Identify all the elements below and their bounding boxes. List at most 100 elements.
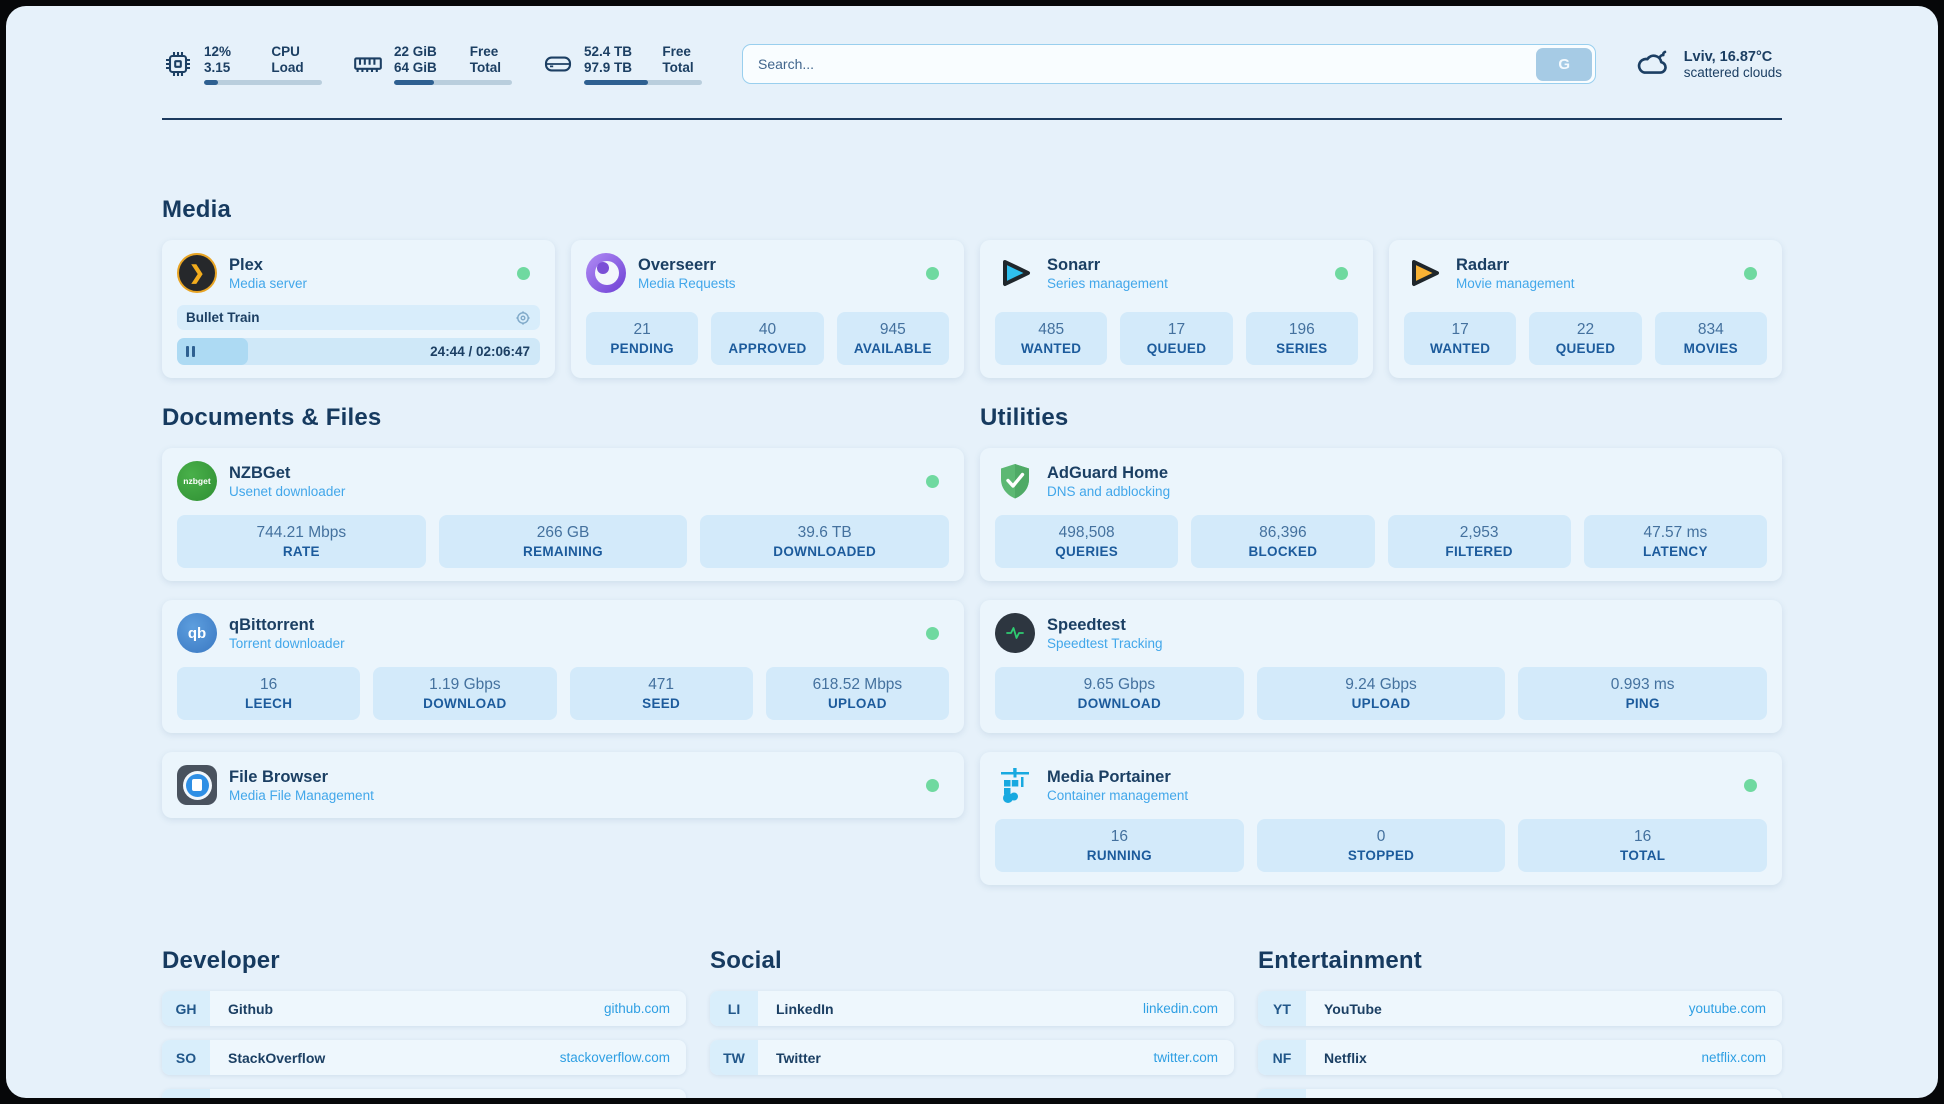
stat-box: 498,508 QUERIES bbox=[995, 515, 1179, 568]
stat-box: 17 QUEUED bbox=[1120, 312, 1233, 365]
radarr-icon bbox=[1404, 253, 1444, 293]
section-title-utilities: Utilities bbox=[980, 404, 1069, 431]
search-container: G bbox=[742, 44, 1596, 84]
bookmark-reddit[interactable]: RE Reddit reddit.com bbox=[1258, 1089, 1782, 1098]
app-card-radarr[interactable]: Radarr Movie management 17 WANTED 22 QUEUE… bbox=[1389, 240, 1782, 378]
header-divider bbox=[162, 118, 1782, 120]
section-title-social: Social bbox=[710, 947, 782, 974]
weather-condition: scattered clouds bbox=[1683, 64, 1782, 80]
stat-box: 2,953 FILTERED bbox=[1387, 515, 1571, 568]
app-title: Sonarr bbox=[1047, 255, 1101, 274]
bookmark-stackoverflow[interactable]: SO StackOverflow stackoverflow.com bbox=[162, 1040, 686, 1075]
search-engine-button[interactable]: G bbox=[1536, 47, 1593, 81]
cpu-value-percent: 12% bbox=[204, 43, 232, 59]
stat-box: 47.57 ms LATENCY bbox=[1583, 515, 1767, 568]
memory-value-free: 22 GiB bbox=[394, 43, 437, 59]
app-card-portainer[interactable]: Media Portainer Container management 16 R… bbox=[980, 752, 1782, 885]
sonarr-icon bbox=[995, 253, 1035, 293]
status-badge-online bbox=[926, 474, 939, 488]
stat-box: 17 WANTED bbox=[1404, 312, 1517, 365]
speedtest-icon bbox=[995, 613, 1035, 653]
bookmark-youtube[interactable]: YT YouTube youtube.com bbox=[1258, 991, 1782, 1026]
bookmark-url: twitter.com bbox=[1153, 1050, 1218, 1065]
app-title: Media Portainer bbox=[1047, 767, 1171, 786]
memory-widget: 22 GiB Free 64 GiB Total bbox=[352, 44, 512, 85]
bookmark-abbr: YT bbox=[1258, 991, 1306, 1026]
section-title-media: Media bbox=[162, 196, 232, 223]
app-card-plex[interactable]: ❯ Plex Media server Bullet Train bbox=[162, 240, 555, 378]
playback-time: 24:44 / 02:06:47 bbox=[430, 344, 530, 359]
bookmark-name: YouTube bbox=[1324, 1000, 1382, 1017]
search-input[interactable] bbox=[742, 44, 1596, 84]
app-subtitle: Movie management bbox=[1456, 275, 1575, 291]
pause-icon bbox=[186, 346, 189, 357]
app-subtitle: Usenet downloader bbox=[229, 483, 346, 499]
stat-box: 39.6 TB DOWNLOADED bbox=[700, 515, 950, 568]
bookmark-abbr: SO bbox=[162, 1040, 210, 1075]
top-bar: 12% CPU 3.15 Load bbox=[162, 36, 1782, 92]
disk-widget: 52.4 TB Free 97.9 TB Total bbox=[542, 44, 702, 85]
stat-box: 1.19 Gbps DOWNLOAD bbox=[373, 667, 557, 720]
app-subtitle: DNS and adblocking bbox=[1047, 483, 1171, 499]
playback-progress bbox=[177, 338, 248, 365]
disk-label-bottom: Total bbox=[662, 59, 694, 75]
cpu-widget: 12% CPU 3.15 Load bbox=[162, 44, 322, 85]
status-badge-online bbox=[926, 626, 939, 640]
app-title: Radarr bbox=[1456, 255, 1510, 274]
now-playing-title: Bullet Train bbox=[186, 310, 260, 325]
app-card-sonarr[interactable]: Sonarr Series management 485 WANTED 17 QUE… bbox=[980, 240, 1373, 378]
memory-value-total: 64 GiB bbox=[394, 59, 437, 75]
status-badge-online bbox=[1335, 266, 1348, 280]
stat-box: 618.52 Mbps UPLOAD bbox=[765, 667, 949, 720]
bookmark-url: linkedin.com bbox=[1142, 1001, 1218, 1016]
cloud-icon bbox=[1634, 45, 1672, 83]
overseerr-icon bbox=[586, 253, 626, 293]
app-card-qbittorrent[interactable]: qb qBittorrent Torrent downloader 16 LEEC… bbox=[162, 600, 964, 733]
section-title-documents: Documents & Files bbox=[162, 404, 382, 431]
stat-box: 16 TOTAL bbox=[1518, 819, 1768, 872]
stat-box: 16 LEECH bbox=[177, 667, 361, 720]
bookmark-url: stackoverflow.com bbox=[559, 1050, 670, 1065]
cpu-value-load: 3.15 bbox=[204, 59, 231, 75]
stat-box: 9.24 Gbps UPLOAD bbox=[1256, 667, 1506, 720]
section-title-developer: Developer bbox=[162, 947, 280, 974]
cpu-icon bbox=[162, 48, 194, 80]
stat-box: 744.21 Mbps RATE bbox=[177, 515, 426, 568]
stat-box: 485 WANTED bbox=[995, 312, 1108, 365]
bookmark-netflix[interactable]: NF Netflix netflix.com bbox=[1258, 1040, 1782, 1075]
app-card-speedtest[interactable]: Speedtest Speedtest Tracking 9.65 Gbps DO… bbox=[980, 600, 1782, 733]
bookmark-abbr: TW bbox=[710, 1040, 758, 1075]
bookmark-twitter[interactable]: TW Twitter twitter.com bbox=[710, 1040, 1234, 1075]
bookmark-dev[interactable]: DT DEV dev.to bbox=[162, 1089, 686, 1098]
disk-label-top: Free bbox=[662, 43, 691, 59]
stat-box: 0.993 ms PING bbox=[1518, 667, 1768, 720]
bookmark-abbr: GH bbox=[162, 991, 210, 1026]
app-card-overseerr[interactable]: Overseerr Media Requests 21 PENDING 40 APP… bbox=[571, 240, 964, 378]
stat-box: 21 PENDING bbox=[586, 312, 699, 365]
disk-progress-bar bbox=[584, 79, 702, 85]
playback-seek-bar[interactable]: 24:44 / 02:06:47 bbox=[177, 338, 540, 365]
section-title-entertainment: Entertainment bbox=[1258, 947, 1422, 974]
memory-progress-bar bbox=[394, 79, 512, 85]
app-card-filebrowser[interactable]: File Browser Media File Management bbox=[162, 752, 964, 818]
settings-gear-icon[interactable] bbox=[515, 310, 531, 326]
bookmark-linkedin[interactable]: LI LinkedIn linkedin.com bbox=[710, 991, 1234, 1026]
stat-box: 834 MOVIES bbox=[1654, 312, 1767, 365]
bookmark-name: Github bbox=[228, 1000, 274, 1017]
app-title: Overseerr bbox=[638, 255, 716, 274]
status-badge-online bbox=[926, 778, 939, 792]
nzbget-icon: nzbget bbox=[177, 461, 217, 501]
status-badge-online bbox=[1744, 266, 1757, 280]
weather-location-temp: Lviv, 16.87°C bbox=[1683, 48, 1773, 65]
stat-box: 40 APPROVED bbox=[711, 312, 824, 365]
memory-label-bottom: Total bbox=[469, 59, 502, 75]
status-badge-online bbox=[926, 266, 939, 280]
stat-box: 471 SEED bbox=[569, 667, 753, 720]
app-card-nzbget[interactable]: nzbget NZBGet Usenet downloader 744.21 M… bbox=[162, 448, 964, 581]
app-card-adguard[interactable]: AdGuard Home DNS and adblocking 498,508 Q… bbox=[980, 448, 1782, 581]
stat-box: 945 AVAILABLE bbox=[836, 312, 949, 365]
bookmark-url: netflix.com bbox=[1701, 1050, 1766, 1065]
disk-value-total: 97.9 TB bbox=[584, 59, 633, 75]
filebrowser-icon bbox=[177, 765, 217, 805]
bookmark-github[interactable]: GH Github github.com bbox=[162, 991, 686, 1026]
